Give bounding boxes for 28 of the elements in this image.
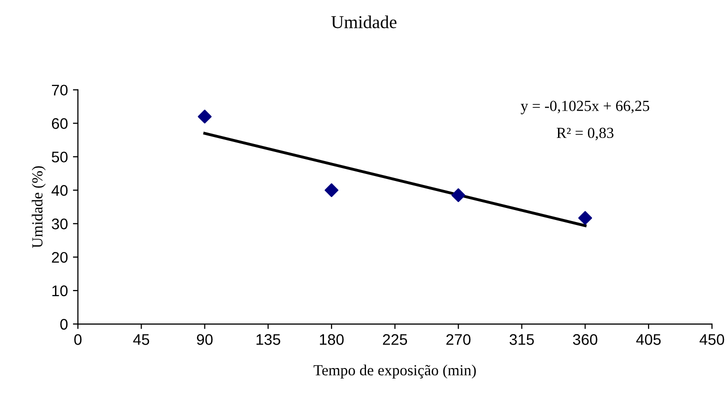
annotation: y = -0,1025x + 66,25	[520, 100, 650, 114]
y-tick-label: 0	[60, 318, 68, 330]
x-tick-label: 450	[700, 334, 724, 345]
y-tick-label: 70	[52, 84, 68, 96]
x-tick-label: 180	[320, 334, 344, 345]
x-tick-label: 225	[382, 334, 408, 345]
x-tick-label: 135	[256, 334, 280, 345]
x-tick-label: 405	[636, 334, 661, 345]
annotation: R² = 0,83	[556, 128, 614, 140]
x-tick-label: 45	[133, 334, 150, 345]
y-tick-label: 60	[52, 118, 68, 129]
y-tick-label: 30	[52, 218, 68, 230]
chart-title: Umidade	[331, 16, 396, 28]
x-tick-label: 0	[74, 334, 82, 345]
point	[324, 183, 338, 198]
point	[451, 188, 466, 202]
x-tick-label: 90	[196, 334, 213, 345]
x-tick-label: 315	[510, 334, 534, 345]
point	[198, 110, 212, 124]
x-tick-label: 360	[573, 334, 598, 345]
x-axis-title: Tempo de exposição (min)	[314, 364, 476, 378]
y-tick-label: 40	[52, 185, 68, 196]
point	[578, 211, 592, 225]
y-tick-label: 50	[52, 152, 68, 162]
x-tick-label: 270	[446, 334, 470, 345]
y-tick-label: 10	[52, 285, 68, 296]
y-tick-label: 20	[52, 252, 68, 263]
y-axis-title: Umidade (%)	[32, 166, 46, 248]
